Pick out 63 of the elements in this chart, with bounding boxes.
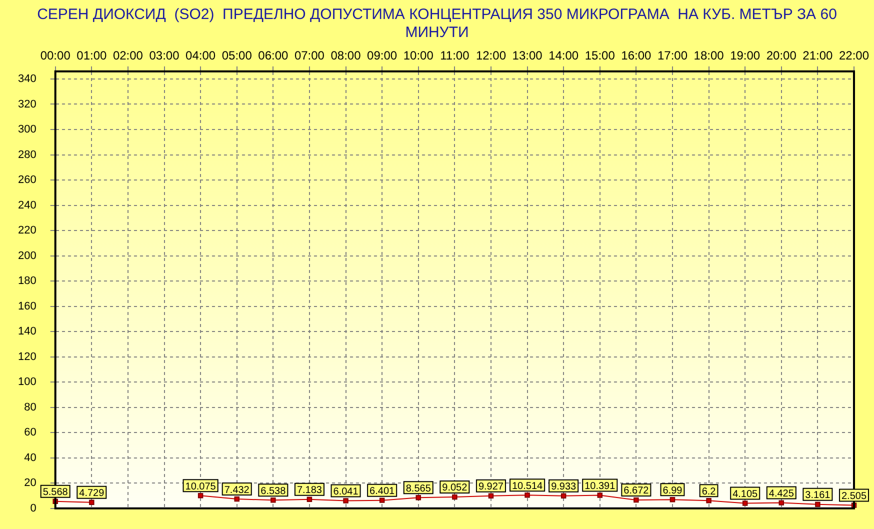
x-tick-label: 08:00 xyxy=(330,48,362,63)
x-tick-label: 10:00 xyxy=(403,48,434,63)
data-label: 7.183 xyxy=(296,485,322,496)
x-tick-label: 14:00 xyxy=(548,48,579,63)
y-tick-label: 300 xyxy=(18,124,36,136)
x-tick-label: 00:00 xyxy=(40,48,71,63)
data-label: 6.99 xyxy=(662,485,683,496)
x-tick-label: 15:00 xyxy=(584,48,616,63)
x-tick-label: 03:00 xyxy=(149,48,180,63)
y-tick-label: 160 xyxy=(18,300,36,312)
y-tick-label: 20 xyxy=(24,477,36,490)
data-label: 7.432 xyxy=(224,484,250,496)
x-tick-label: 20:00 xyxy=(766,48,797,63)
data-label: 6.041 xyxy=(333,486,359,498)
y-tick-label: 140 xyxy=(18,326,36,338)
data-label: 6.672 xyxy=(624,486,650,497)
x-tick-label: 17:00 xyxy=(657,48,688,63)
x-tick-label: 16:00 xyxy=(621,48,652,63)
x-tick-label: 04:00 xyxy=(186,48,216,63)
x-tick-label: 22:00 xyxy=(838,48,870,63)
data-label: 6.401 xyxy=(370,486,396,498)
x-tick-label: 13:00 xyxy=(512,48,543,63)
x-tick-label: 21:00 xyxy=(802,48,834,63)
data-label: 2.505 xyxy=(841,490,867,502)
x-tick-label: 06:00 xyxy=(258,48,289,63)
chart-title: СЕРЕН ДИОКСИД (SO2) ПРЕДЕЛНО ДОПУСТИМА КОНЦЕНТРАЦИЯ 350 МИКРОГРАМА НА КУБ. МЕТЪР ЗА 60 МИНУТИ xyxy=(37,5,837,43)
y-tick-label: 0 xyxy=(30,502,36,514)
y-tick-label: 240 xyxy=(18,199,36,212)
y-tick-label: 260 xyxy=(18,174,36,186)
y-tick-label: 340 xyxy=(18,73,36,86)
data-label: 9.933 xyxy=(551,482,577,493)
data-label: 10.075 xyxy=(185,481,216,492)
data-label: 4.425 xyxy=(768,488,794,500)
y-tick-label: 60 xyxy=(24,426,36,439)
y-tick-label: 100 xyxy=(18,376,36,388)
data-label: 5.568 xyxy=(42,487,68,498)
y-tick-label: 320 xyxy=(18,98,36,110)
data-label: 10.391 xyxy=(584,481,616,492)
data-label: 6.538 xyxy=(260,486,286,497)
data-label: 6.2 xyxy=(702,486,716,498)
x-tick-label: 12:00 xyxy=(476,48,506,63)
x-tick-label: 01:00 xyxy=(76,48,107,63)
data-label: 4.105 xyxy=(732,488,758,500)
data-label: 9.927 xyxy=(478,482,504,493)
data-label: 8.565 xyxy=(406,483,432,494)
x-tick-label: 07:00 xyxy=(294,48,325,63)
data-label: 9.052 xyxy=(442,482,468,494)
y-tick-label: 120 xyxy=(18,350,36,363)
y-tick-label: 200 xyxy=(18,250,36,262)
data-label: 10.514 xyxy=(512,480,544,492)
x-tick-label: 19:00 xyxy=(730,48,760,63)
x-tick-label: 18:00 xyxy=(694,48,724,63)
data-label: 4.729 xyxy=(79,488,105,500)
x-tick-label: 09:00 xyxy=(367,48,398,63)
data-label: 3.161 xyxy=(805,490,831,502)
x-tick-label: 02:00 xyxy=(112,48,144,63)
y-tick-label: 180 xyxy=(18,275,36,288)
y-tick-label: 280 xyxy=(18,148,36,161)
y-tick-label: 80 xyxy=(24,401,36,414)
y-tick-label: 40 xyxy=(24,452,36,464)
x-tick-label: 11:00 xyxy=(440,48,470,63)
y-tick-label: 220 xyxy=(18,224,36,237)
x-tick-label: 05:00 xyxy=(222,48,252,63)
